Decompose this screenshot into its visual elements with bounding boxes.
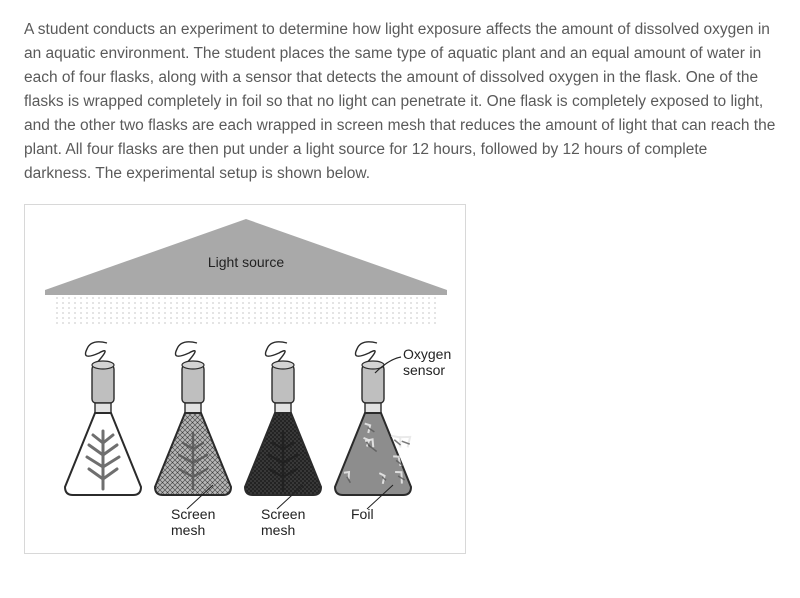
flask-label: mesh bbox=[171, 522, 205, 538]
light-source-label: Light source bbox=[208, 254, 284, 270]
oxygen-sensor-label: Oxygen bbox=[403, 346, 451, 362]
oxygen-sensor-label: sensor bbox=[403, 362, 445, 378]
question-paragraph: A student conducts an experiment to dete… bbox=[24, 18, 776, 186]
flask-label: mesh bbox=[261, 522, 295, 538]
flask-label: Foil bbox=[351, 506, 374, 522]
flask-1 bbox=[65, 342, 141, 495]
flask-label: Screen bbox=[171, 506, 215, 522]
flask-label: Screen bbox=[261, 506, 305, 522]
experiment-figure: Light sourceScreenmeshScreenmeshFoilOxyg… bbox=[24, 204, 466, 554]
flask-2: Screenmesh bbox=[155, 342, 231, 538]
flask-4: Foil bbox=[335, 342, 411, 522]
flask-3: Screenmesh bbox=[245, 342, 321, 538]
